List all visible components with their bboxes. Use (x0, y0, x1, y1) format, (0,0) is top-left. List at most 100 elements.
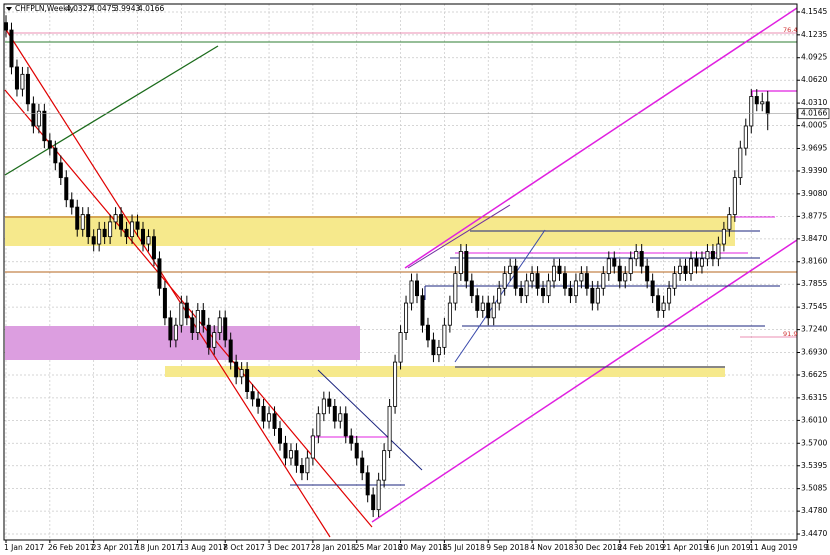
candle-body (573, 280, 578, 297)
y-tick-label: 3.5395 (801, 461, 827, 470)
zone-yellow-low (165, 366, 725, 377)
candle-body (80, 214, 85, 230)
x-tick-label: 16 Jun 2019 (705, 543, 750, 552)
y-tick-label: 3.6315 (801, 393, 827, 402)
candle-body (4, 22, 9, 31)
fibo-label: 91.9 (783, 330, 797, 338)
candle-body (256, 398, 261, 407)
candle-body (738, 147, 743, 179)
candle-body (645, 265, 650, 282)
candle-body (732, 177, 737, 215)
candle-body (146, 236, 151, 245)
candle-body (58, 162, 63, 179)
x-tick-label: 28 Jan 2018 (311, 543, 356, 552)
y-tick-label: 3.5085 (801, 484, 827, 493)
candle-body (387, 405, 392, 452)
candle-body (360, 457, 365, 474)
candle-body (694, 258, 699, 267)
candle-body (173, 324, 178, 341)
candle-body (20, 73, 25, 90)
candle-body (689, 258, 694, 274)
candle-body (760, 101, 765, 105)
candle-body (47, 140, 52, 149)
candle-body (409, 280, 414, 304)
candle-body (272, 413, 277, 429)
candle-body (36, 110, 41, 127)
candle-body (524, 280, 529, 297)
candle-body (157, 258, 162, 289)
candle-body (283, 442, 288, 459)
x-tick-label: 24 Feb 2019 (618, 543, 665, 552)
y-tick-label: 3.4470 (801, 529, 827, 538)
y-tick-label: 3.8775 (801, 211, 827, 220)
candle-body (727, 214, 732, 230)
candle-body (508, 265, 513, 274)
x-tick-label: 4 Nov 2018 (530, 543, 573, 552)
candle-body (562, 273, 567, 289)
candle-body (354, 442, 359, 459)
candle-body (535, 273, 540, 289)
candle-body (672, 273, 677, 289)
candle-body (113, 214, 118, 223)
candle-body (464, 251, 469, 282)
candle-body (382, 450, 387, 481)
candle-body (650, 280, 655, 297)
candle-body (288, 450, 293, 459)
candle-body (14, 66, 19, 90)
candle-body (634, 251, 639, 260)
candle-body (639, 251, 644, 267)
candle-body (420, 295, 425, 326)
candle-body (623, 273, 628, 282)
candle-body (321, 398, 326, 415)
candle-body (431, 339, 436, 356)
fibo-label: 76.4 (783, 26, 797, 34)
x-tick-label: 3 Dec 2017 (267, 543, 310, 552)
candle-body (108, 221, 113, 238)
x-tick-label: 25 Mar 2018 (355, 543, 403, 552)
y-tick-label: 4.1235 (801, 30, 827, 39)
candle-body (606, 258, 611, 274)
candle-body (486, 302, 491, 319)
candle-body (584, 273, 589, 289)
candle-body (628, 258, 633, 274)
candle-body (721, 228, 726, 245)
candle-body (217, 317, 222, 333)
candle-body (338, 413, 343, 422)
candle-body (442, 324, 447, 348)
candle-body (102, 228, 107, 238)
price-label: 4.0166 (801, 109, 827, 118)
candle-body (414, 280, 419, 297)
x-tick-label: 20 May 2018 (399, 543, 448, 552)
candle-body (601, 273, 606, 289)
x-tick-label: 13 Aug 2017 (179, 543, 227, 552)
y-tick-label: 3.9695 (801, 143, 827, 152)
y-tick-label: 3.8160 (801, 257, 827, 266)
candle-body (245, 369, 250, 393)
candle-body (168, 317, 173, 341)
candle-body (212, 332, 217, 348)
candle-body (612, 258, 617, 267)
channel-line (4, 27, 331, 538)
candle-body (541, 287, 546, 297)
x-tick-label: 15 Jul 2018 (442, 543, 485, 552)
axes: 4.1545 4.1235 4.0925 4.0620 4.0310 4.0005 3.96… (4, 7, 830, 552)
candle-body (393, 361, 398, 407)
candle-body (75, 206, 80, 230)
candle-body (480, 302, 485, 311)
candle-body (140, 228, 145, 245)
y-tick-label: 4.1545 (801, 7, 827, 16)
candle-body (31, 103, 36, 127)
y-tick-label: 3.6930 (801, 348, 827, 357)
candle-body (234, 361, 239, 378)
candle-body (86, 214, 91, 238)
candle-body (64, 177, 69, 201)
y-tick-label: 3.9080 (801, 189, 827, 198)
candle-body (97, 228, 102, 245)
trend-line (4, 45, 219, 176)
candle-body (371, 494, 376, 511)
candle-body (162, 287, 167, 319)
ohlc-open: 4.0327 (66, 4, 92, 13)
candle-body (228, 339, 233, 363)
zone-pink (5, 326, 360, 360)
candle-body (436, 346, 441, 356)
